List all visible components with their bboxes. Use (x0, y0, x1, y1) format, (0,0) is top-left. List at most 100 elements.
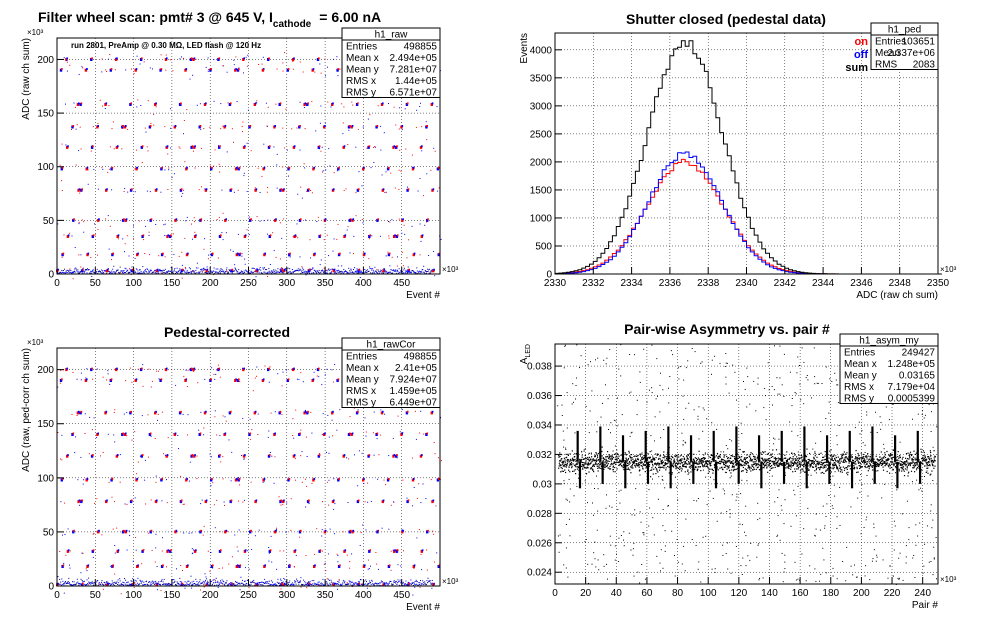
data-point (85, 584, 87, 586)
data-point (263, 220, 265, 222)
data-point (355, 582, 357, 584)
data-point (98, 529, 100, 532)
data-point (237, 233, 239, 235)
data-point (390, 172, 392, 174)
data-point (718, 457, 720, 459)
data-point (750, 452, 752, 454)
data-point (566, 464, 568, 467)
data-point (238, 253, 241, 257)
data-point (605, 456, 607, 458)
data-point (184, 587, 186, 589)
data-point (268, 552, 270, 554)
data-point (239, 484, 241, 486)
data-point (334, 272, 336, 274)
data-point (60, 167, 63, 171)
data-point (762, 460, 764, 462)
data-point (807, 461, 810, 463)
data-point (164, 583, 166, 585)
data-point (205, 66, 207, 68)
data-point (287, 378, 290, 381)
data-point (136, 106, 138, 108)
data-point (758, 469, 760, 471)
data-point (388, 221, 389, 222)
data-point (65, 103, 66, 105)
data-point (634, 461, 636, 463)
data-point (277, 271, 279, 273)
data-point (66, 271, 68, 273)
data-point (198, 189, 200, 191)
data-point (123, 413, 125, 415)
data-point (607, 451, 609, 453)
data-point (764, 464, 766, 466)
data-point (701, 463, 703, 465)
data-point (287, 167, 290, 171)
data-point (69, 567, 71, 569)
data-point (559, 452, 561, 454)
data-point (666, 457, 668, 460)
data-point (437, 253, 440, 257)
data-point (105, 104, 106, 106)
y-tick-label: 1000 (530, 213, 553, 224)
data-point (385, 255, 387, 257)
data-point (407, 186, 408, 188)
data-point (193, 150, 194, 152)
data-point (119, 454, 121, 456)
data-point (223, 433, 226, 436)
data-point (116, 235, 119, 238)
data-point (355, 192, 357, 194)
data-point (104, 108, 106, 109)
data-point (672, 465, 674, 467)
data-point (591, 465, 594, 468)
data-point (309, 272, 310, 274)
data-point (570, 463, 572, 465)
stats-label: Mean x (346, 53, 379, 64)
data-point (57, 272, 59, 274)
data-point (754, 456, 756, 458)
data-point (214, 410, 216, 412)
data-point (778, 453, 780, 455)
data-point (426, 173, 428, 175)
data-point (313, 565, 316, 568)
data-point (338, 253, 340, 255)
data-point (374, 146, 376, 148)
data-point (805, 454, 807, 456)
data-point (238, 582, 240, 584)
data-point (285, 108, 287, 110)
data-point (696, 469, 698, 472)
data-point (634, 466, 637, 468)
data-point (264, 365, 266, 367)
data-point (598, 467, 600, 469)
data-point (307, 269, 310, 273)
data-point (92, 271, 94, 273)
data-point (84, 379, 88, 382)
data-point (235, 378, 236, 380)
data-point (269, 264, 271, 265)
data-point (383, 582, 385, 583)
data-point (61, 434, 63, 436)
data-point (277, 578, 279, 580)
data-point (420, 502, 422, 504)
data-point (306, 456, 308, 457)
data-point (161, 477, 163, 480)
data-point (744, 457, 746, 459)
data-point (273, 584, 275, 586)
data-point (816, 456, 818, 458)
data-point (798, 463, 800, 466)
data-point (300, 529, 302, 532)
data-point (357, 128, 359, 130)
data-point (75, 128, 77, 130)
data-point (77, 272, 79, 274)
data-point (236, 546, 238, 548)
data-point (299, 580, 301, 582)
data-point (347, 272, 349, 274)
data-point (821, 461, 823, 463)
data-point (401, 218, 404, 222)
data-point (664, 465, 666, 467)
y-tick-label: 150 (37, 419, 54, 430)
x-tick-label: 350 (317, 278, 334, 289)
data-point (210, 485, 212, 486)
data-point (79, 126, 81, 128)
data-point (357, 485, 359, 487)
data-point (187, 369, 189, 371)
data-point (320, 150, 322, 152)
